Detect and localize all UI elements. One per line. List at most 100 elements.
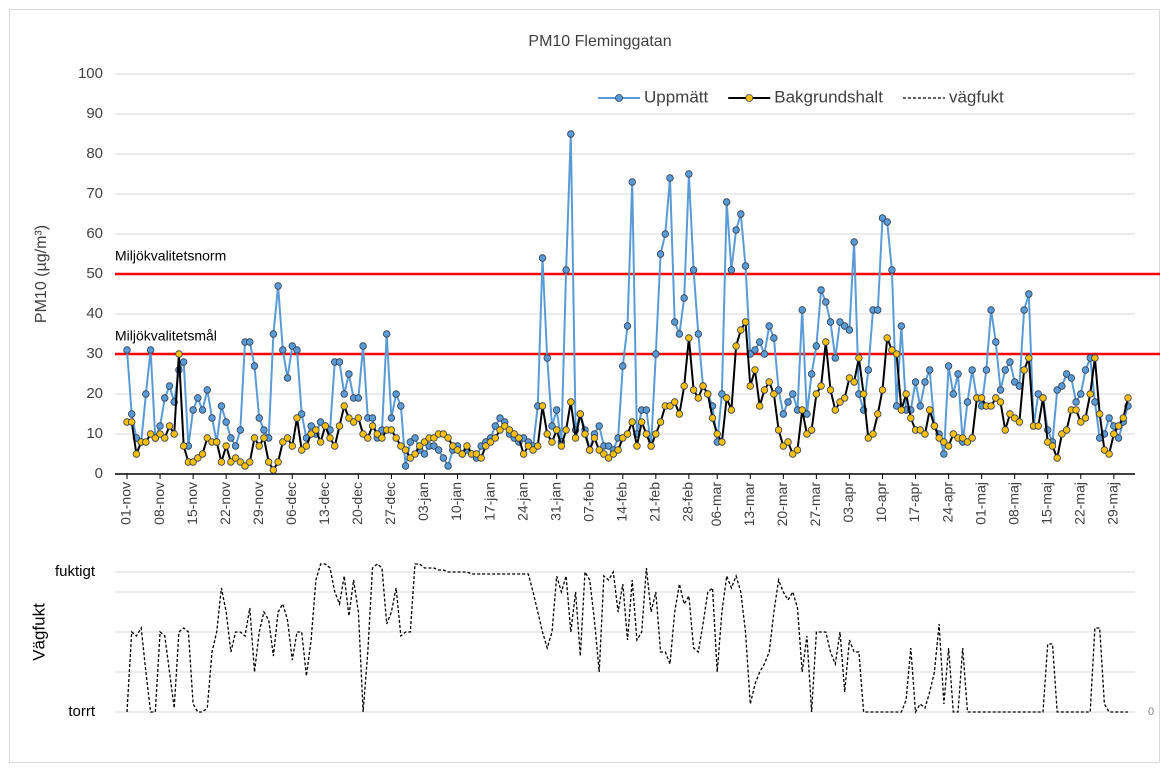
data-point: [1048, 442, 1057, 450]
data-point: [916, 402, 924, 410]
data-point: [623, 430, 632, 438]
data-point: [807, 370, 816, 378]
x-tick-label: 10-jan: [448, 482, 464, 521]
data-point: [671, 318, 679, 326]
data-point: [288, 442, 296, 450]
data-point: [430, 442, 438, 450]
x-tick-label: 27-mar: [807, 482, 823, 527]
data-point: [246, 458, 254, 466]
data-point: [387, 426, 396, 434]
data-point: [812, 390, 821, 398]
y-tick-label: 0: [95, 465, 103, 482]
data-point: [312, 426, 320, 434]
data-point: [161, 434, 169, 442]
data-point: [260, 426, 268, 434]
data-point: [378, 434, 386, 442]
data-point: [161, 394, 169, 402]
data-point: [836, 398, 844, 406]
data-point: [859, 390, 868, 398]
data-point: [1025, 354, 1033, 362]
data-point: [892, 402, 901, 410]
data-point: [231, 442, 240, 450]
data-point: [892, 350, 901, 358]
x-tick-label: 17-apr: [906, 482, 922, 523]
data-point: [708, 414, 717, 422]
data-point: [430, 434, 438, 442]
data-point: [619, 362, 627, 370]
data-point: [699, 382, 707, 390]
data-point: [260, 434, 268, 442]
legend-marker: [615, 94, 623, 102]
data-point: [590, 434, 599, 442]
y-tick-label: 60: [86, 225, 103, 242]
data-point: [1001, 366, 1009, 374]
data-point: [279, 438, 287, 446]
data-point: [576, 410, 584, 418]
data-point: [538, 254, 547, 262]
data-point: [581, 430, 589, 438]
data-point: [822, 298, 830, 306]
data-point: [227, 434, 235, 442]
data-point: [595, 446, 603, 454]
data-point: [170, 430, 178, 438]
data-point: [496, 414, 504, 422]
data-point: [1086, 390, 1094, 398]
reference-label: Miljökvalitetsmål: [115, 328, 217, 344]
data-point: [222, 418, 230, 426]
data-point: [250, 434, 259, 442]
data-point: [543, 430, 551, 438]
y-axis-title: PM10 (µg/m³): [33, 225, 50, 323]
data-point: [921, 430, 929, 438]
series-line: [126, 563, 1128, 715]
data-point: [680, 382, 688, 390]
data-point: [619, 434, 627, 442]
data-point: [637, 418, 646, 426]
data-point: [675, 410, 684, 418]
data-point: [321, 422, 330, 430]
data-point: [737, 326, 745, 334]
data-point: [944, 442, 953, 450]
data-point: [307, 422, 315, 430]
data-point: [434, 446, 443, 454]
data-point: [784, 438, 792, 446]
y-tick-label: 100: [78, 65, 103, 82]
data-point: [444, 434, 452, 442]
x-tick-label: 20-mar: [774, 482, 790, 527]
data-point: [656, 418, 665, 426]
data-point: [968, 434, 976, 442]
data-point: [689, 386, 698, 394]
data-point: [652, 350, 660, 358]
data-point: [364, 434, 372, 442]
data-point: [722, 394, 731, 402]
data-point: [331, 442, 339, 450]
data-point: [713, 430, 721, 438]
x-tick-label: 27-dec: [382, 482, 398, 525]
data-point: [269, 466, 278, 474]
data-point: [765, 322, 773, 330]
data-point: [751, 366, 759, 374]
x-tick-label: 01-nov: [118, 482, 134, 525]
data-point: [316, 418, 325, 426]
data-point: [680, 294, 688, 302]
data-point: [392, 390, 400, 398]
data-point: [1001, 426, 1009, 434]
data-point: [652, 430, 660, 438]
y-tick-label: 20: [86, 385, 103, 402]
data-point: [406, 438, 415, 446]
data-point: [557, 442, 566, 450]
data-point: [198, 450, 207, 458]
x-tick-label: 24-jan: [514, 482, 530, 521]
data-point: [128, 418, 136, 426]
data-point: [491, 434, 499, 442]
y-tick-label: fuktigt: [55, 563, 96, 580]
data-point: [741, 318, 750, 326]
x-tick-label: 22-maj: [1071, 482, 1087, 525]
data-point: [595, 422, 603, 430]
data-point: [401, 462, 410, 470]
data-point: [666, 174, 674, 182]
data-point: [803, 430, 811, 438]
data-point: [1095, 410, 1104, 418]
data-point: [685, 170, 693, 178]
data-point: [217, 402, 226, 410]
data-point: [798, 406, 806, 414]
